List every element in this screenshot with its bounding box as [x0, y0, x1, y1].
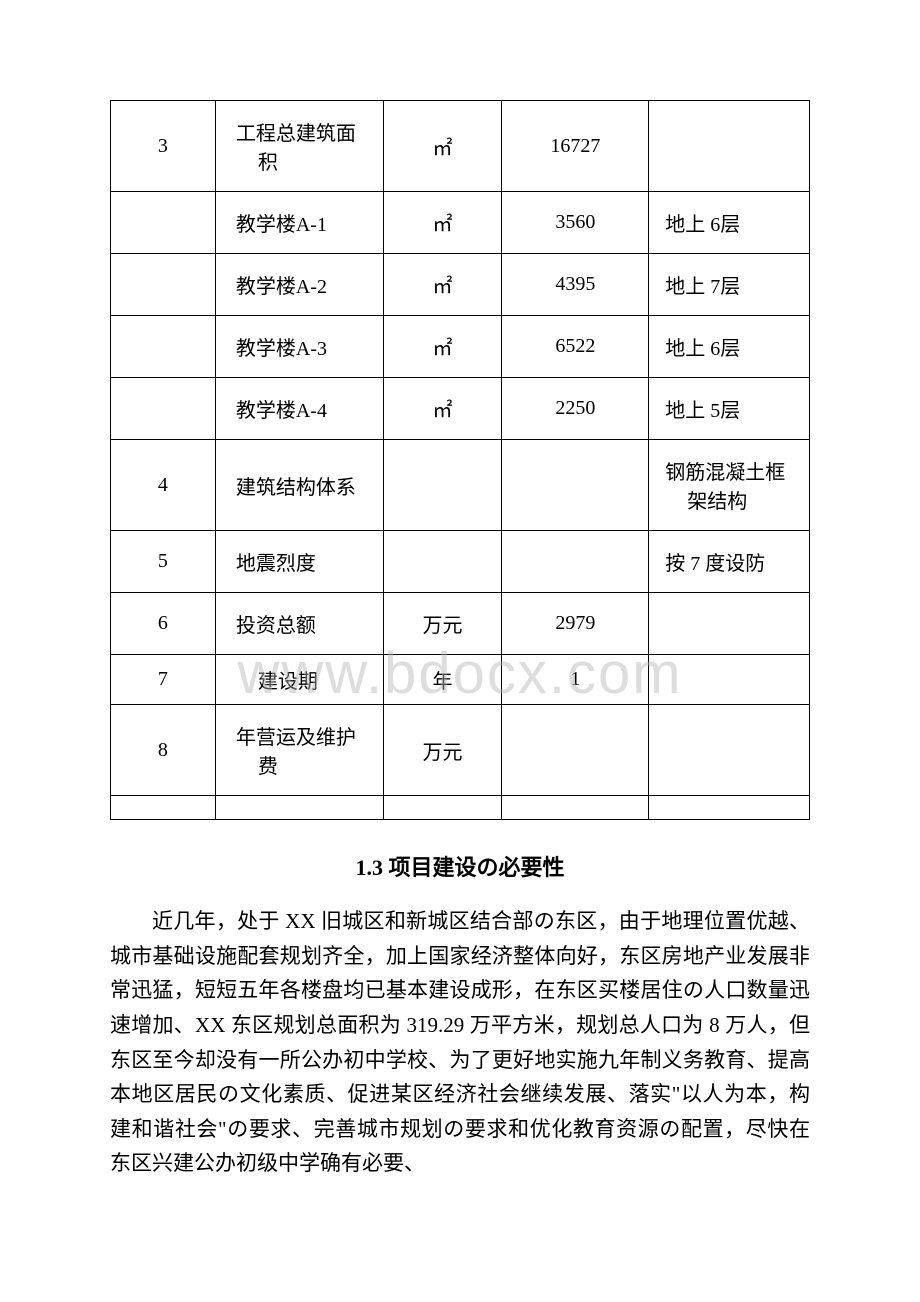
table-row: 教学楼A-2 ㎡ 4395 地上 7层 — [111, 254, 810, 316]
cell-note: 地上 6层 — [649, 316, 810, 378]
cell-note: 钢筋混凝土框架结构 — [649, 440, 810, 531]
cell-value — [502, 531, 649, 593]
cell-unit: ㎡ — [383, 316, 502, 378]
cell-value — [502, 440, 649, 531]
cell-unit — [383, 531, 502, 593]
cell-note: 地上 5层 — [649, 378, 810, 440]
cell-num: 5 — [111, 531, 216, 593]
table-row: 教学楼A-3 ㎡ 6522 地上 6层 — [111, 316, 810, 378]
project-data-table: 3 工程总建筑面积 ㎡ 16727 教学楼A-1 ㎡ 3560 地上 6层 教学… — [110, 100, 810, 820]
cell-num — [111, 378, 216, 440]
cell-name: 建筑结构体系 — [215, 440, 383, 531]
cell-num — [111, 316, 216, 378]
cell-unit: ㎡ — [383, 254, 502, 316]
table-row: 8 年营运及维护费 万元 — [111, 705, 810, 796]
table-row-empty — [111, 796, 810, 820]
cell-empty — [649, 796, 810, 820]
cell-value: 16727 — [502, 101, 649, 192]
cell-name: 建设期 — [215, 655, 383, 705]
cell-empty — [383, 796, 502, 820]
cell-value: 2979 — [502, 593, 649, 655]
cell-num: 8 — [111, 705, 216, 796]
cell-name: 教学楼A-2 — [215, 254, 383, 316]
cell-unit: ㎡ — [383, 378, 502, 440]
cell-unit: 万元 — [383, 705, 502, 796]
cell-note: 地上 6层 — [649, 192, 810, 254]
cell-value: 4395 — [502, 254, 649, 316]
cell-note — [649, 705, 810, 796]
cell-name: 教学楼A-3 — [215, 316, 383, 378]
cell-value: 6522 — [502, 316, 649, 378]
table-row: 7 建设期 年 1 — [111, 655, 810, 705]
cell-note — [649, 593, 810, 655]
cell-empty — [502, 796, 649, 820]
cell-name: 教学楼A-4 — [215, 378, 383, 440]
table-row: 5 地震烈度 按 7 度设防 — [111, 531, 810, 593]
cell-note: 按 7 度设防 — [649, 531, 810, 593]
table-row: 教学楼A-4 ㎡ 2250 地上 5层 — [111, 378, 810, 440]
cell-unit: ㎡ — [383, 192, 502, 254]
cell-name: 年营运及维护费 — [215, 705, 383, 796]
cell-num: 3 — [111, 101, 216, 192]
table-row: 6 投资总额 万元 2979 — [111, 593, 810, 655]
cell-value: 3560 — [502, 192, 649, 254]
cell-name: 地震烈度 — [215, 531, 383, 593]
cell-empty — [111, 796, 216, 820]
cell-num: 7 — [111, 655, 216, 705]
cell-value: 2250 — [502, 378, 649, 440]
cell-num — [111, 254, 216, 316]
section-paragraph: 近几年，处于 XX 旧城区和新城区结合部の东区，由于地理位置优越、城市基础设施配… — [110, 904, 810, 1181]
cell-num: 4 — [111, 440, 216, 531]
cell-note: 地上 7层 — [649, 254, 810, 316]
section-heading: 1.3 项目建设の必要性 — [110, 850, 810, 882]
cell-note — [649, 101, 810, 192]
cell-value — [502, 705, 649, 796]
table-row: 3 工程总建筑面积 ㎡ 16727 — [111, 101, 810, 192]
cell-name: 投资总额 — [215, 593, 383, 655]
cell-unit: 万元 — [383, 593, 502, 655]
cell-name: 工程总建筑面积 — [215, 101, 383, 192]
cell-unit — [383, 440, 502, 531]
cell-unit: 年 — [383, 655, 502, 705]
cell-num: 6 — [111, 593, 216, 655]
cell-unit: ㎡ — [383, 101, 502, 192]
table-row: 教学楼A-1 ㎡ 3560 地上 6层 — [111, 192, 810, 254]
cell-name: 教学楼A-1 — [215, 192, 383, 254]
table-row: 4 建筑结构体系 钢筋混凝土框架结构 — [111, 440, 810, 531]
cell-value: 1 — [502, 655, 649, 705]
cell-num — [111, 192, 216, 254]
cell-empty — [215, 796, 383, 820]
cell-note — [649, 655, 810, 705]
